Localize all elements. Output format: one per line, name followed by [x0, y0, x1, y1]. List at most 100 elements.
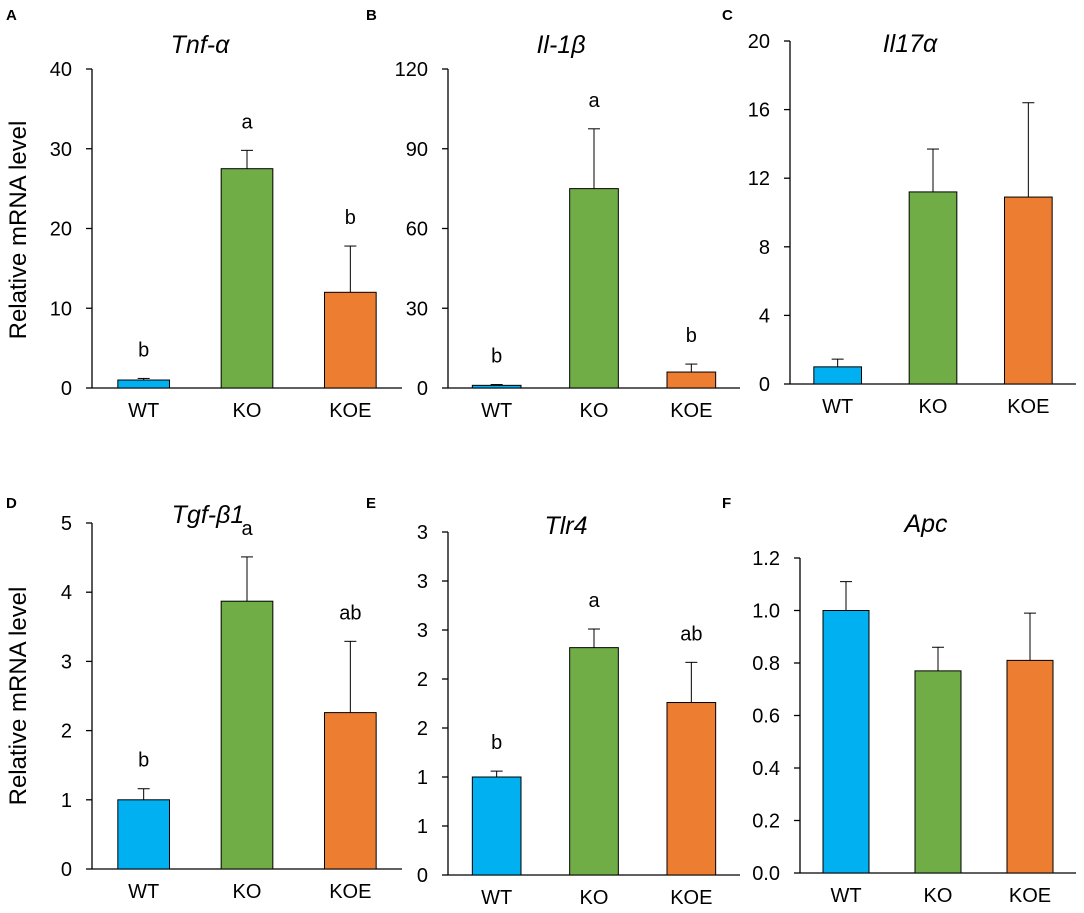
y-tick-label: 10: [50, 298, 72, 320]
x-tick-label-koe: KOE: [329, 400, 371, 422]
y-tick-label: 5: [61, 513, 72, 535]
panel-e: E Tlr4 0 1 1 2 2 3 3 3 b WT a KO ab KOE: [366, 495, 740, 909]
panel-letter: C: [722, 7, 733, 24]
y-tick-label: 8: [759, 237, 770, 259]
panel-b: B Il-1β 0 30 60 90 120 b WT a KO b KOE: [366, 7, 740, 422]
x-tick-label-wt: WT: [481, 887, 512, 909]
bar-ko: [908, 191, 958, 385]
bar-ko: [569, 188, 619, 389]
y-tick-label: 1.2: [752, 548, 780, 570]
x-tick-label-wt: WT: [128, 881, 159, 903]
x-tick-label-ko: KO: [233, 400, 262, 422]
significance-label-ko: a: [588, 590, 600, 612]
y-tick-label: 1: [417, 816, 428, 838]
y-tick-label: 1.0: [752, 601, 780, 623]
panel-f: F Apc 0.0 0.2 0.4 0.6 0.8 1.0 1.2 WT KO KOE: [722, 495, 1076, 907]
y-tick-label: 16: [748, 100, 770, 122]
y-tick-label: 20: [748, 31, 770, 53]
significance-label-koe: ab: [339, 602, 361, 624]
significance-label-wt: b: [491, 346, 502, 368]
chart-title: Apc: [902, 510, 948, 538]
bar-ko: [569, 647, 619, 876]
y-tick-label: 1: [61, 790, 72, 812]
bar-ko: [220, 600, 274, 870]
y-tick-label: 3: [61, 651, 72, 673]
panel-letter: E: [366, 495, 376, 512]
significance-label-wt: b: [491, 732, 502, 754]
y-tick-label: 3: [417, 620, 428, 642]
x-tick-label-koe: KOE: [329, 881, 371, 903]
x-tick-label-wt: WT: [128, 400, 159, 422]
x-tick-label-koe: KOE: [1009, 885, 1051, 907]
x-tick-label-koe: KOE: [1007, 396, 1049, 418]
chart-title: Tlr4: [544, 512, 587, 540]
chart-title: Tnf-α: [171, 31, 230, 59]
y-tick-label: 30: [50, 139, 72, 161]
y-tick-label: 120: [395, 59, 428, 81]
bar-wt: [117, 379, 171, 389]
y-tick-label: 0.0: [752, 863, 780, 885]
y-tick-label: 0: [61, 859, 72, 881]
x-tick-label-wt: WT: [830, 885, 861, 907]
panel-letter: B: [366, 7, 377, 24]
y-tick-label: 0: [759, 374, 770, 396]
y-tick-label: 90: [406, 139, 428, 161]
bar-ko: [914, 670, 962, 874]
significance-label-ko: a: [241, 111, 253, 133]
significance-label-wt: b: [138, 339, 149, 361]
y-tick-label: 0: [61, 378, 72, 400]
panel-letter: A: [6, 7, 17, 24]
y-tick-label: 0.6: [752, 706, 780, 728]
significance-label-koe: b: [345, 207, 356, 229]
bar-koe: [1004, 196, 1053, 385]
y-tick-label: 0.2: [752, 811, 780, 833]
y-tick-label: 0: [417, 865, 428, 887]
significance-label-ko: a: [241, 518, 253, 540]
significance-label-koe: b: [686, 325, 697, 347]
y-tick-label: 3: [417, 522, 428, 544]
bar-koe: [324, 291, 377, 389]
bar-wt: [471, 776, 522, 876]
bar-wt: [813, 366, 862, 385]
bar-wt: [822, 610, 870, 874]
chart-title: Il-1β: [536, 31, 585, 59]
y-tick-label: 4: [759, 305, 770, 327]
y-tick-label: 60: [406, 219, 428, 241]
y-tick-label: 12: [748, 168, 770, 190]
x-tick-label-ko: KO: [580, 887, 609, 909]
panel-letter: D: [6, 495, 17, 512]
x-tick-label-ko: KO: [580, 400, 609, 422]
y-tick-label: 20: [50, 219, 72, 241]
bar-ko: [220, 168, 274, 389]
x-tick-label-wt: WT: [481, 400, 512, 422]
y-tick-label: 1: [417, 767, 428, 789]
bar-koe: [666, 702, 717, 876]
x-tick-label-koe: KOE: [670, 400, 712, 422]
y-tick-label: 2: [417, 718, 428, 740]
chart-title: Il17α: [883, 30, 938, 58]
x-tick-label-ko: KO: [233, 881, 262, 903]
bar-koe: [1006, 659, 1054, 874]
bar-koe: [666, 371, 717, 389]
y-tick-label: 30: [406, 298, 428, 320]
panel-letter: F: [722, 495, 731, 512]
bar-koe: [324, 712, 377, 870]
significance-label-koe: ab: [680, 623, 702, 645]
y-tick-label: 2: [61, 721, 72, 743]
y-tick-label: 0.8: [752, 653, 780, 675]
y-axis-label: Relative mRNA level: [5, 587, 32, 806]
bar-wt: [471, 384, 522, 389]
y-tick-label: 0.4: [752, 758, 780, 780]
panel-d: D Tgf-β1 Relative mRNA level 0 1 2 3 4 5 b WT a KO ab…: [5, 495, 402, 903]
y-tick-label: 2: [417, 669, 428, 691]
y-tick-label: 40: [50, 59, 72, 81]
significance-label-wt: b: [138, 750, 149, 772]
y-axis-label: Relative mRNA level: [5, 121, 32, 340]
y-tick-label: 4: [61, 582, 72, 604]
x-tick-label-wt: WT: [822, 396, 853, 418]
significance-label-ko: a: [588, 90, 600, 112]
x-tick-label-koe: KOE: [670, 887, 712, 909]
bar-wt: [117, 799, 171, 870]
x-tick-label-ko: KO: [919, 396, 948, 418]
